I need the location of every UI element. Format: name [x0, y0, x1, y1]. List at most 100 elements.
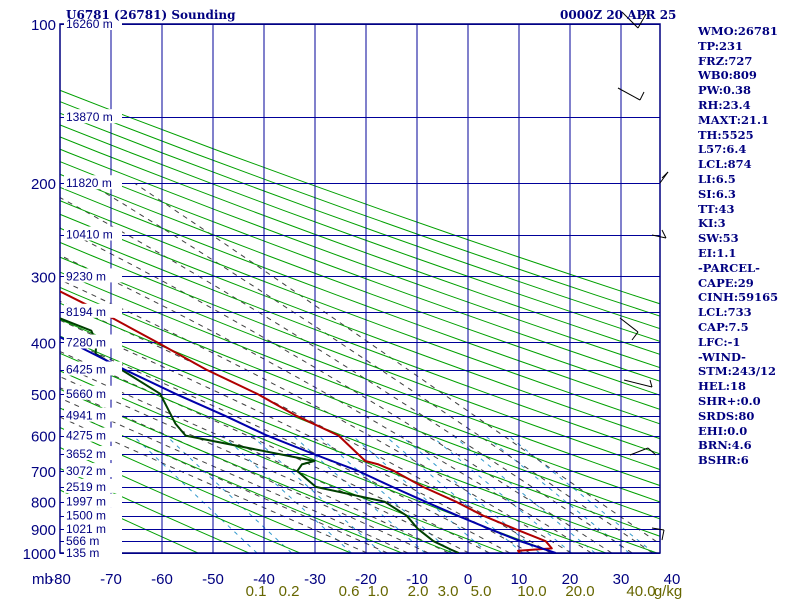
- dry-adiabat: [60, 256, 660, 487]
- height-label: 13870 m: [66, 110, 113, 124]
- wind-barb: [619, 317, 639, 333]
- index-item: TP:231: [698, 38, 744, 53]
- moist-adiabat: [60, 376, 449, 553]
- wind-barb: [639, 91, 645, 101]
- index-item: LCL:874: [698, 157, 752, 172]
- dry-adiabat: [60, 489, 200, 553]
- temperature-labels: -80 -70 -60 -50 -40 -30 -20 -10 0 10 20 30 40: [49, 571, 680, 588]
- temperature-tick: -40: [253, 571, 275, 588]
- pressure-tick: 100: [31, 17, 56, 34]
- index-item: PW:0.38: [698, 83, 752, 98]
- mixing-ratio-label: 10.0: [517, 583, 546, 600]
- index-item: BRN:4.6: [698, 438, 752, 453]
- moist-adiabat: [60, 407, 388, 553]
- plot-frame: [59, 23, 661, 554]
- wind-barb: [661, 171, 669, 179]
- pressure-tick: 200: [31, 176, 56, 193]
- height-label-bg: [64, 385, 122, 400]
- mixing-ratio-line: [165, 435, 292, 553]
- mixing-ratio-line: [452, 435, 596, 553]
- index-item: TH:5525: [698, 127, 754, 142]
- index-item: SI:6.3: [698, 186, 736, 201]
- dry-adiabat: [60, 227, 660, 455]
- index-item: SW:53: [698, 231, 739, 246]
- height-label-bg: [64, 109, 122, 124]
- temperature-tick: 0: [464, 571, 472, 588]
- height-label: 1500 m: [66, 509, 106, 523]
- sounding: [60, 290, 557, 553]
- index-item: CAPE:29: [698, 275, 754, 290]
- dry-adiabat: [60, 112, 660, 330]
- height-label: 3652 m: [66, 447, 106, 461]
- temperature-tick: -10: [406, 571, 428, 588]
- dry-adiabat: [60, 467, 251, 553]
- temperature-tick: 30: [613, 571, 630, 588]
- height-label: 9230 m: [66, 269, 106, 283]
- temperature-tick: -30: [304, 571, 326, 588]
- index-item: TT:43: [698, 201, 735, 216]
- wind-barb: [621, 11, 639, 29]
- dry-adiabat: [60, 148, 660, 369]
- indices-panel: WMO:26781 TP:231 FRZ:727 WB0:809 PW:0.38 RH:2…: [698, 24, 778, 468]
- temperature-tick: 20: [562, 571, 579, 588]
- height-label: 2519 m: [66, 480, 106, 494]
- index-item: KI:3: [698, 216, 726, 231]
- moist-adiabat: [60, 319, 531, 553]
- pressure-tick: 600: [31, 429, 56, 446]
- pressure-tick: 800: [31, 495, 56, 512]
- index-item: WMO:26781: [698, 24, 778, 38]
- dry-adiabat: [60, 271, 660, 503]
- wind-barb: [637, 13, 647, 29]
- height-label: 8194 m: [66, 305, 106, 319]
- moist-adiabat: [134, 182, 660, 545]
- dry-adiabat: [60, 241, 660, 471]
- index-item: LI:6.5: [698, 171, 736, 186]
- height-label-bg: [64, 226, 122, 241]
- height-label-bg: [64, 478, 122, 493]
- mixing-ratio-labels: 0.1 0.2 0.6 1.0 2.0 3.0 5.0 10.0 20.0 40.0g/kg: [246, 583, 683, 600]
- index-item: MAXT:21.1: [698, 112, 769, 127]
- dry-adiabat: [60, 407, 404, 553]
- height-label: 3072 m: [66, 464, 106, 478]
- index-item: LFC:-1: [698, 334, 741, 349]
- dry-adiabat: [60, 136, 660, 355]
- dry-adiabat: [60, 370, 506, 553]
- mixing-ratio-line: [400, 435, 541, 553]
- mixing-ratio-line: [384, 435, 523, 553]
- moist-adiabat: [60, 196, 633, 553]
- height-label: 7280 m: [66, 335, 106, 349]
- station-title: U6781 (26781) Sounding: [66, 8, 236, 22]
- wind-barb: [647, 447, 657, 456]
- mixing-ratio-label: 2.0: [408, 583, 429, 600]
- moist-adiabat: [88, 182, 653, 553]
- wind-barbs: [617, 11, 669, 541]
- height-label: 566 m: [66, 534, 99, 548]
- height-label-bg: [64, 407, 122, 422]
- index-item: BSHR:6: [698, 453, 749, 468]
- pressure-tick: 900: [31, 522, 56, 539]
- height-label: 10410 m: [66, 228, 113, 242]
- moist-adiabat: [60, 364, 470, 553]
- height-label-bg: [64, 268, 122, 283]
- dry-adiabat: [60, 161, 660, 382]
- temperature-line: [60, 290, 553, 553]
- pressure-tick: 300: [31, 269, 56, 286]
- index-item: -PARCEL-: [698, 260, 760, 275]
- mixing-ratio-label: 20.0: [565, 583, 594, 600]
- dry-adiabat: [60, 302, 660, 537]
- index-item: WB0:809: [698, 68, 757, 83]
- height-label: 11820 m: [66, 176, 112, 190]
- mixing-ratio-lines: [132, 435, 655, 553]
- mixing-ratio-label: 0.6: [339, 583, 360, 600]
- dry-adiabat: [60, 335, 608, 553]
- mixing-ratio-label: 3.0: [438, 583, 459, 600]
- pressure-tick: 400: [31, 335, 56, 352]
- height-label-bg: [64, 463, 122, 478]
- index-item: RH:23.4: [698, 97, 751, 112]
- pressure-tick: 500: [31, 387, 56, 404]
- height-label: 4275 m: [66, 429, 106, 443]
- dry-adiabat: [60, 426, 353, 553]
- index-item: HEL:18: [698, 379, 746, 394]
- mixing-ratio-line: [508, 435, 655, 553]
